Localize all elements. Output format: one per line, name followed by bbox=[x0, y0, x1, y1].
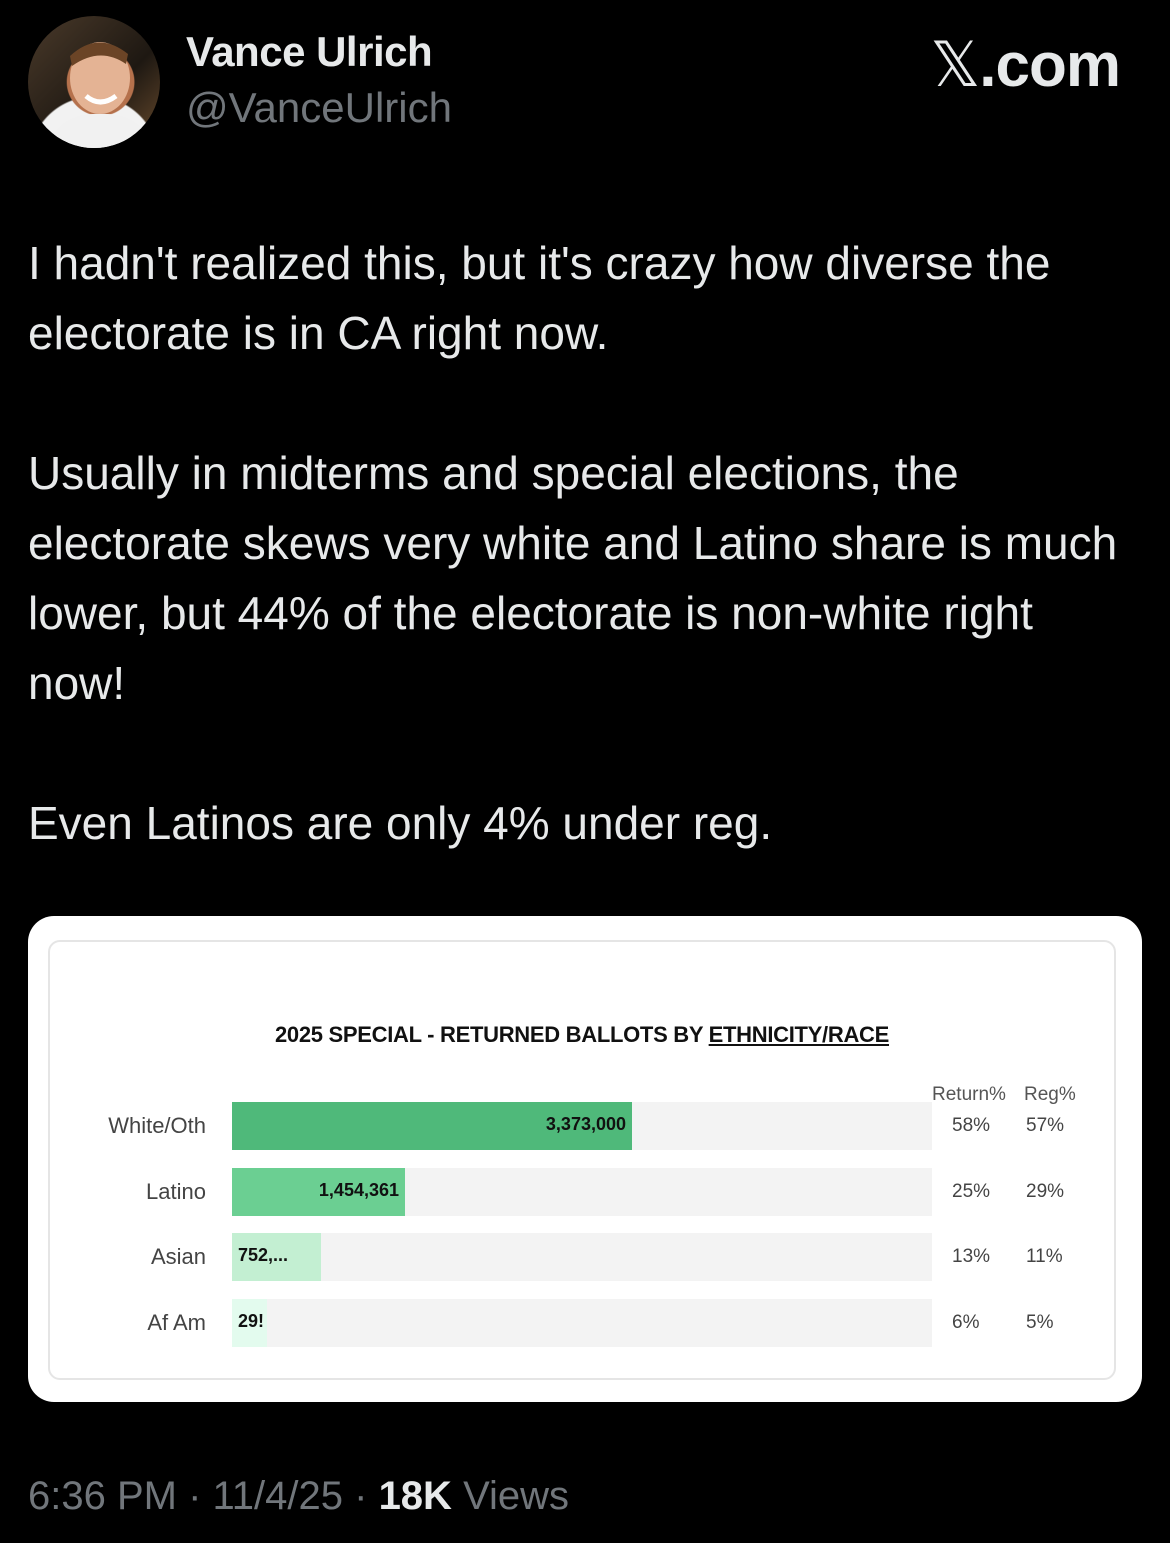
author-handle[interactable]: @VanceUlrich bbox=[186, 84, 452, 131]
return-pct: 6% bbox=[952, 1311, 980, 1333]
tweet-meta: 6:36 PM · 11/4/25 · 18K Views bbox=[28, 1474, 570, 1518]
row-label: Asian bbox=[150, 1244, 206, 1269]
bar-value-label: 1,454,361 bbox=[318, 1179, 399, 1200]
row-label: Latino bbox=[146, 1178, 206, 1204]
row-label: White/Oth bbox=[108, 1113, 206, 1138]
tweet-time[interactable]: 6:36 PM bbox=[28, 1474, 177, 1518]
x-logo-icon: 𝕏 bbox=[930, 28, 980, 101]
views-count: 18K bbox=[378, 1474, 452, 1518]
return-pct-header: Return% bbox=[932, 1084, 1006, 1105]
return-pct: 13% bbox=[952, 1246, 991, 1267]
tweet-date[interactable]: 11/4/25 bbox=[212, 1474, 344, 1518]
tweet-paragraph-2: Usually in midterms and special election… bbox=[28, 447, 1118, 709]
attached-image-card[interactable]: 2025 SPECIAL - RETURNED BALLOTS BY ETHNI… bbox=[28, 916, 1142, 1402]
bar[interactable] bbox=[232, 1298, 267, 1347]
brand-suffix: .com bbox=[979, 31, 1121, 100]
bar-track: 1,454,361 bbox=[232, 1167, 932, 1216]
reg-pct: 5% bbox=[1026, 1311, 1054, 1333]
bar[interactable] bbox=[232, 1233, 321, 1281]
reg-pct: 29% bbox=[1026, 1180, 1065, 1202]
chart-panel: 2025 SPECIAL - RETURNED BALLOTS BY ETHNI… bbox=[48, 940, 1116, 1380]
tweet-text: I hadn't realized this, but it's crazy h… bbox=[28, 228, 1138, 858]
bar-value-label: 29! bbox=[238, 1310, 265, 1331]
x-brand-logo: 𝕏.com bbox=[930, 28, 1121, 101]
bar[interactable] bbox=[232, 1167, 405, 1216]
author-name[interactable]: Vance Ulrich bbox=[186, 28, 433, 75]
row-label: Af Am bbox=[147, 1309, 206, 1335]
chart-title-prefix: 2025 SPECIAL - RETURNED BALLOTS BY bbox=[274, 1022, 709, 1047]
reg-pct-header: Reg% bbox=[1024, 1084, 1076, 1105]
return-pct: 25% bbox=[952, 1180, 991, 1202]
views-label: Views bbox=[463, 1474, 570, 1518]
bar[interactable] bbox=[232, 1102, 632, 1150]
bar-track: 3,373,000 bbox=[232, 1102, 932, 1150]
bar-track: 752,... bbox=[232, 1233, 932, 1281]
avatar[interactable] bbox=[28, 16, 160, 148]
bar-value-label: 3,373,000 bbox=[545, 1114, 626, 1134]
tweet-paragraph-3: Even Latinos are only 4% under reg. bbox=[28, 797, 773, 849]
reg-pct: 57% bbox=[1026, 1115, 1065, 1136]
chart-title: 2025 SPECIAL - RETURNED BALLOTS BY ETHNI… bbox=[50, 1022, 1114, 1048]
bar-value-label: 752,... bbox=[238, 1245, 289, 1265]
bar-track: 29! bbox=[232, 1298, 932, 1347]
reg-pct: 11% bbox=[1026, 1246, 1063, 1267]
tweet-paragraph-1: I hadn't realized this, but it's crazy h… bbox=[28, 237, 1051, 359]
return-pct: 58% bbox=[952, 1115, 991, 1136]
chart-title-link: ETHNICITY/RACE bbox=[708, 1022, 890, 1047]
